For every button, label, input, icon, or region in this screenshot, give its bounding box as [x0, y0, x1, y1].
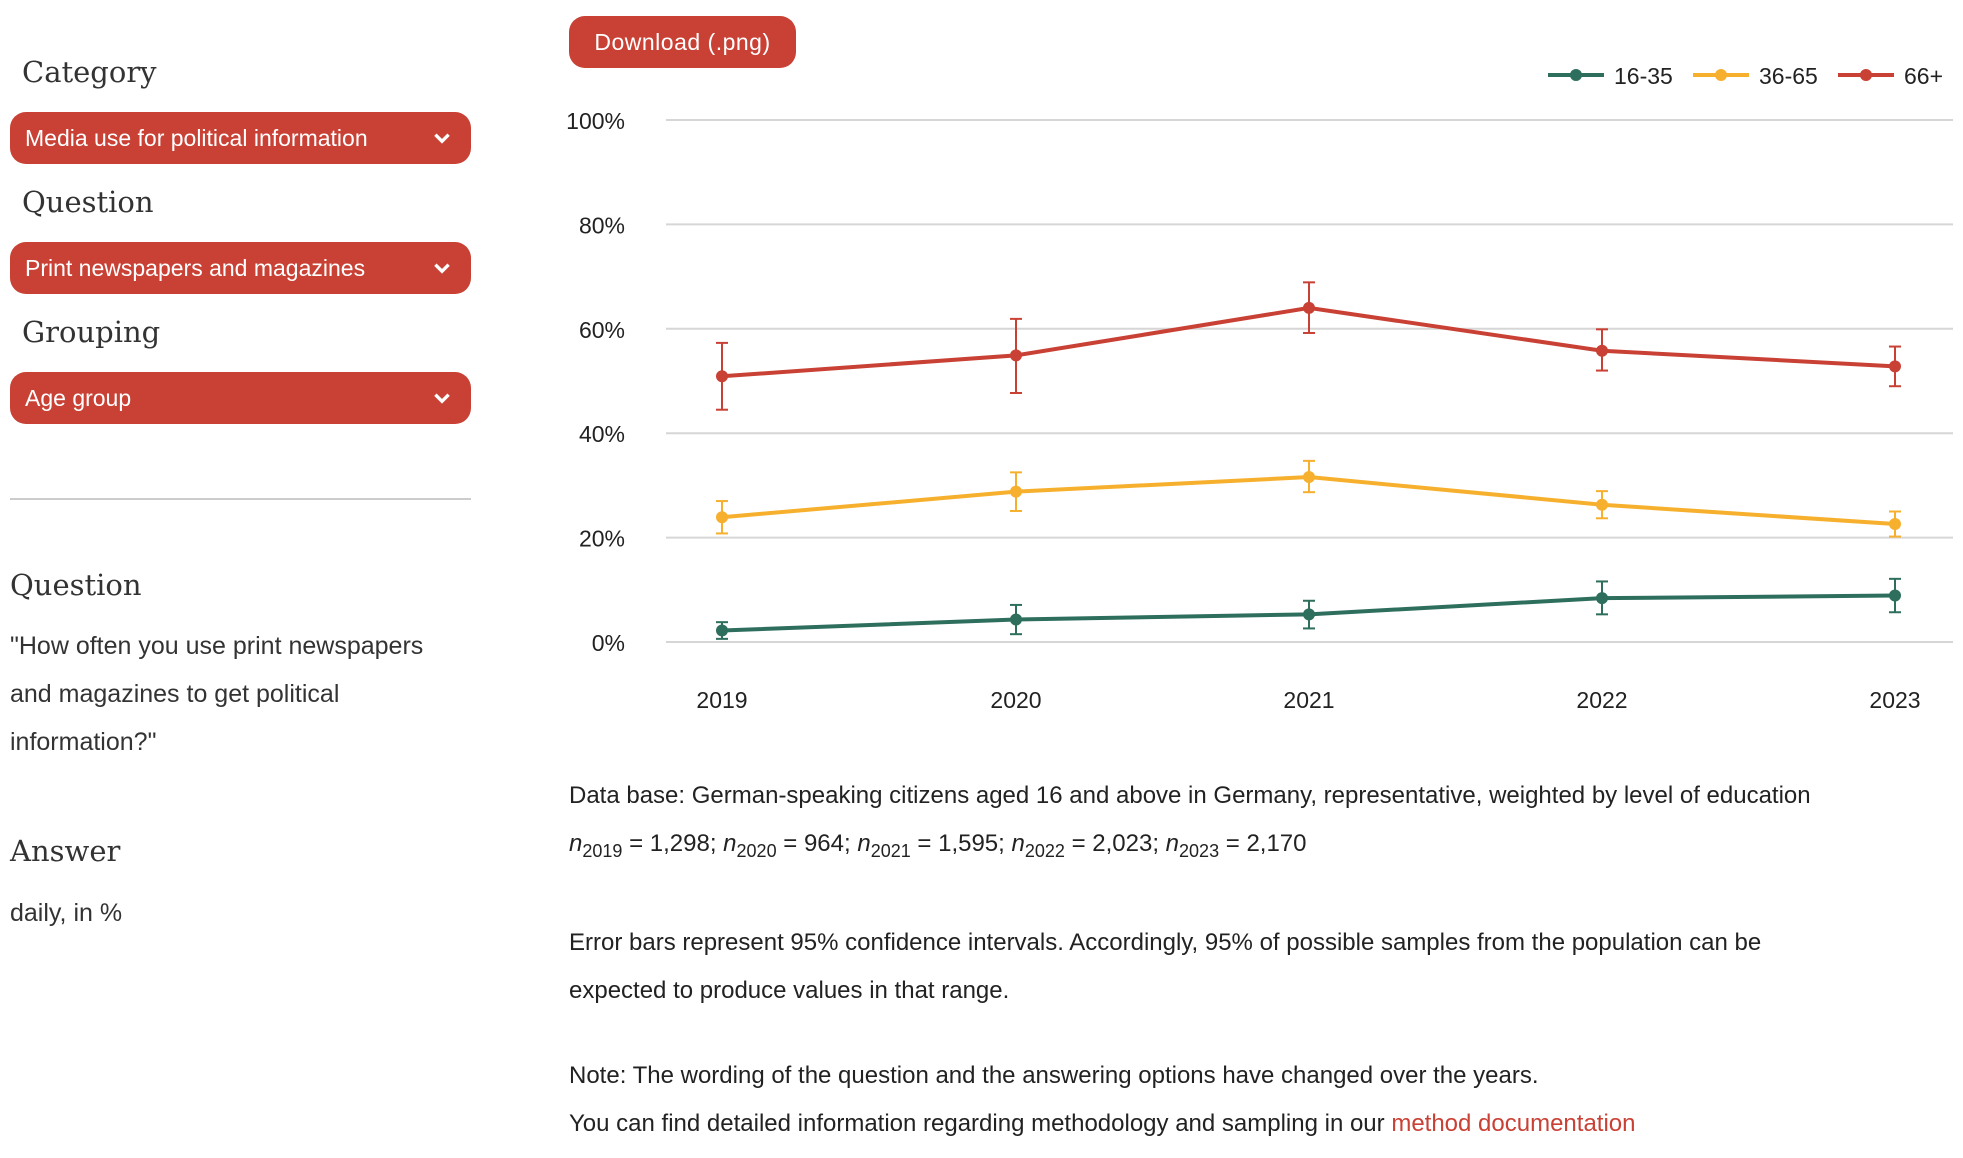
method-note-text: You can find detailed information regard… — [569, 1110, 1392, 1137]
data-point — [1889, 518, 1901, 531]
answer-heading: Answer — [10, 834, 121, 868]
grouping-dropdown[interactable]: Age group — [10, 372, 471, 424]
y-tick-label: 100% — [566, 108, 625, 134]
data-point — [1010, 613, 1022, 626]
data-point — [1889, 589, 1901, 602]
sample-size: n2022 = 2,023; — [1011, 830, 1166, 861]
data-point — [1010, 349, 1022, 362]
y-tick-label: 20% — [579, 526, 625, 552]
question-label: Question — [22, 185, 154, 219]
data-point — [1303, 301, 1315, 314]
data-point — [1303, 608, 1315, 621]
category-dropdown[interactable]: Media use for political information — [10, 112, 471, 164]
error-bars-note-1: Error bars represent 95% confidence inte… — [569, 929, 1762, 956]
sample-size: n2021 = 1,595; — [857, 830, 1012, 861]
legend-label: 66+ — [1904, 63, 1943, 89]
x-tick-label: 2020 — [990, 687, 1041, 713]
chevron-down-icon — [434, 263, 450, 274]
data-point — [1010, 485, 1022, 498]
method-note: You can find detailed information regard… — [569, 1100, 1959, 1148]
y-tick-label: 40% — [579, 421, 625, 447]
y-tick-label: 0% — [592, 630, 625, 656]
question-dropdown[interactable]: Print newspapers and magazines — [10, 242, 471, 294]
legend-label: 16-35 — [1614, 63, 1673, 89]
legend-marker — [1570, 69, 1582, 81]
download-png-button[interactable]: Download (.png) — [569, 16, 796, 68]
legend-label: 36-65 — [1759, 63, 1818, 89]
answer-text: daily, in % — [10, 899, 123, 927]
grouping-value: Age group — [25, 384, 132, 411]
question-value: Print newspapers and magazines — [25, 254, 366, 281]
method-documentation-link[interactable]: method documentation — [1391, 1110, 1636, 1137]
data-point — [716, 370, 728, 383]
data-point — [1596, 592, 1608, 605]
data-point — [716, 511, 728, 524]
info-question-text: "How often you use print newspapers and … — [10, 632, 424, 756]
data-point — [1889, 360, 1901, 373]
data-point — [716, 624, 728, 637]
chevron-down-icon — [434, 393, 450, 404]
line-chart: 0% 20% 40% 60% 80% 100% 2019 2020 2021 2022 2023 16… — [566, 63, 1953, 713]
data-point — [1303, 471, 1315, 484]
x-tick-label: 2019 — [696, 687, 747, 713]
info-question-heading: Question — [10, 568, 142, 602]
divider — [10, 498, 471, 500]
sample-size: n2020 = 964; — [723, 830, 858, 861]
grouping-label: Grouping — [22, 315, 161, 349]
sample-size: n2019 = 1,298; — [569, 830, 724, 861]
database-note: Data base: German-speaking citizens aged… — [569, 782, 1811, 809]
legend-marker — [1860, 69, 1872, 81]
error-bars-note-2: expected to produce values in that range… — [569, 977, 1010, 1004]
y-tick-label: 60% — [579, 317, 625, 343]
sample-sizes: n2019 = 1,298; n2020 = 964; n2021 = 1,59… — [569, 820, 1959, 875]
x-tick-label: 2021 — [1283, 687, 1334, 713]
legend-marker — [1715, 69, 1727, 81]
category-value: Media use for political information — [25, 124, 368, 151]
chevron-down-icon — [434, 133, 450, 144]
y-tick-label: 80% — [579, 212, 625, 238]
wording-note: Note: The wording of the question and th… — [569, 1062, 1539, 1089]
sample-size: n2023 = 2,170 — [1165, 830, 1307, 861]
data-point — [1596, 344, 1608, 357]
data-point — [1596, 498, 1608, 511]
x-tick-label: 2022 — [1576, 687, 1627, 713]
x-tick-label: 2023 — [1869, 687, 1920, 713]
category-label: Category — [22, 55, 157, 89]
